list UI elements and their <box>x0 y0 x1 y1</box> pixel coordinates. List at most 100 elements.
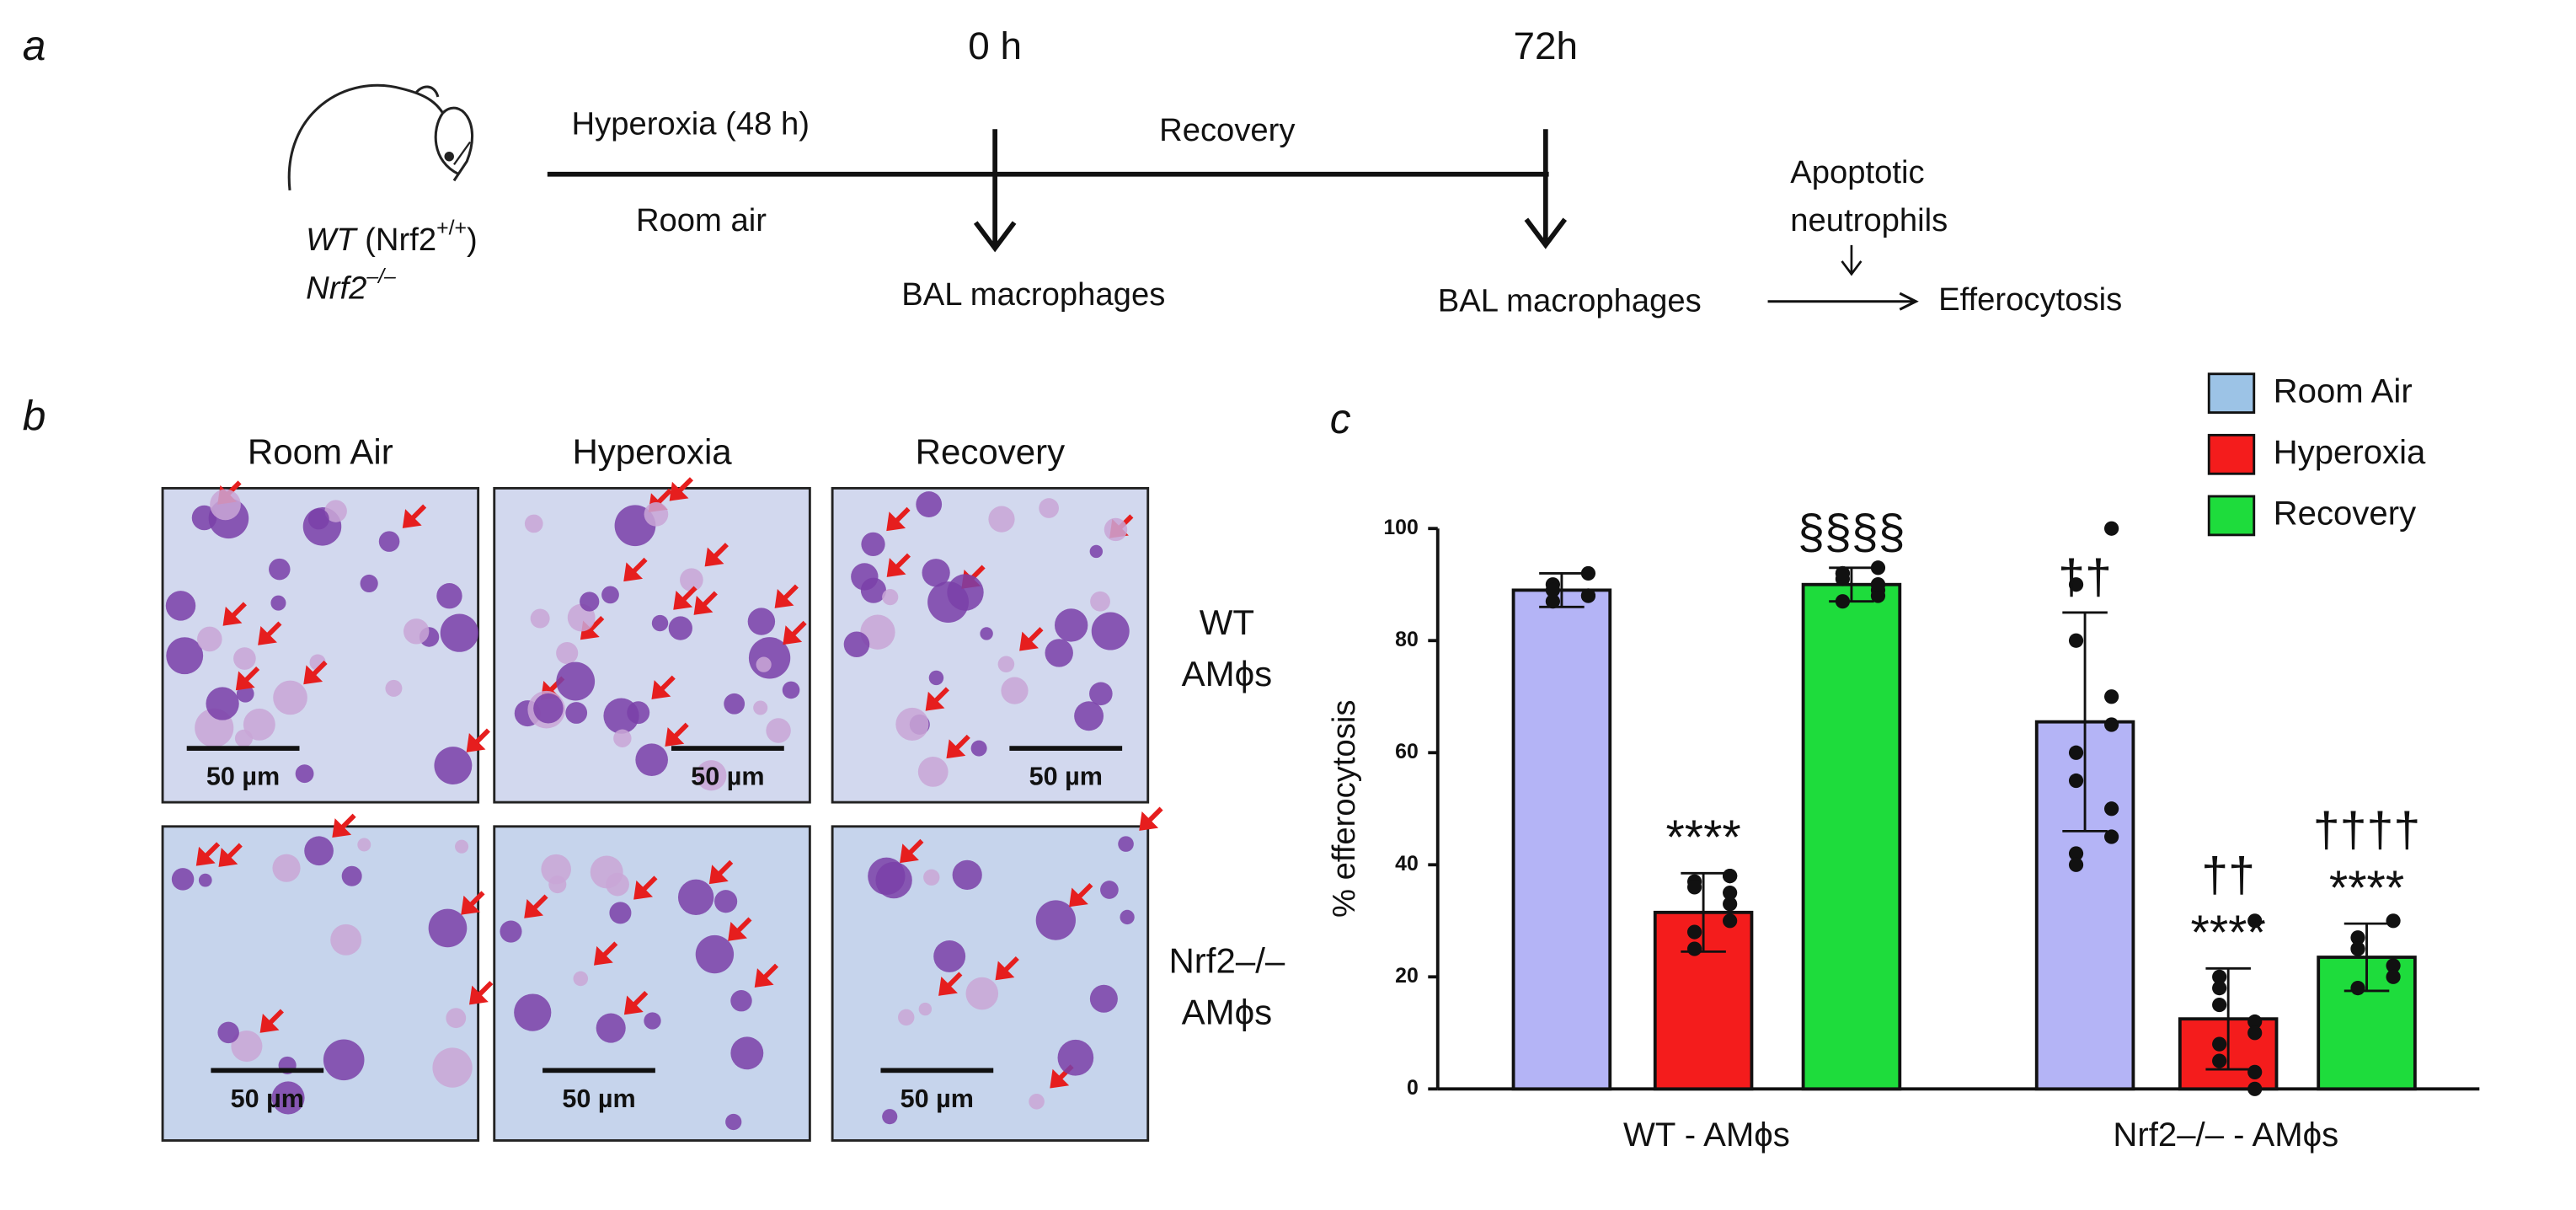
phase: Recovery <box>1159 112 1296 148</box>
cell <box>455 839 469 854</box>
data-point <box>2247 1081 2263 1096</box>
data-point <box>2104 717 2119 732</box>
cell <box>197 626 222 652</box>
cell <box>609 902 632 924</box>
data-point <box>2212 997 2227 1013</box>
red-arrow <box>524 894 548 918</box>
scale-label: 50 µm <box>1029 763 1103 791</box>
red-arrow <box>1069 882 1093 908</box>
cell <box>166 637 204 675</box>
scale-label: 50 µm <box>206 763 280 791</box>
red-arrow <box>946 734 970 759</box>
red-arrow <box>623 990 649 1015</box>
red-arrow <box>402 504 427 528</box>
scale-bar <box>671 746 784 751</box>
cell <box>997 656 1015 673</box>
cell <box>730 1036 764 1070</box>
y-tick-label: 40 <box>1395 853 1419 875</box>
row-label: WT <box>1200 602 1254 642</box>
cell <box>695 934 735 974</box>
red-arrow <box>708 859 734 885</box>
cell <box>330 924 362 956</box>
red-arrow <box>651 675 676 699</box>
cell <box>514 993 552 1031</box>
x-tick-label: WT - AMϕs <box>1623 1116 1790 1154</box>
added-cells: Apoptotic <box>1790 154 1924 190</box>
cell <box>436 583 462 609</box>
red-arrow <box>886 506 911 532</box>
legend-swatch <box>2207 495 2256 537</box>
data-point <box>2212 1053 2227 1068</box>
error-bar <box>2062 611 2108 833</box>
scale-label: 50 µm <box>691 763 764 791</box>
data-point <box>2068 633 2084 648</box>
cell <box>875 861 912 899</box>
red-arrow <box>235 666 260 691</box>
data-point <box>1686 941 1702 956</box>
y-tick-label: 60 <box>1395 741 1419 763</box>
data-point <box>1686 924 1702 940</box>
data-point <box>1835 565 1851 581</box>
cell <box>917 757 949 787</box>
data-point <box>2386 958 2401 973</box>
data-point <box>2104 689 2119 704</box>
significance: §§§§ <box>1798 506 1905 559</box>
red-arrow <box>995 956 1019 981</box>
gene: (Nrf2 <box>356 222 437 258</box>
cell <box>1039 498 1059 518</box>
red-arrow <box>222 602 247 626</box>
y-tick-label: 80 <box>1395 629 1419 651</box>
legend-swatch <box>2207 433 2256 475</box>
assay: Efferocytosis <box>1938 281 2122 318</box>
cell <box>635 743 668 777</box>
x-tick-label: Nrf2–/– - AMϕs <box>2113 1116 2338 1154</box>
red-arrow <box>938 972 963 996</box>
cell <box>360 574 378 593</box>
cell <box>916 491 943 517</box>
red-arrow <box>580 615 605 640</box>
data-point <box>2104 521 2119 536</box>
exposure: Room air <box>636 202 767 238</box>
scale-bar <box>542 1068 655 1073</box>
cell <box>1118 836 1134 852</box>
data-point <box>2247 1025 2263 1041</box>
data-point <box>2350 981 2365 996</box>
red-arrow <box>623 557 648 582</box>
column-title: Hyperoxia <box>572 431 732 471</box>
cell <box>677 879 714 916</box>
cell <box>270 595 286 611</box>
cell <box>651 614 669 632</box>
time-label: 72h <box>1514 24 1579 67</box>
cell <box>601 586 619 604</box>
legend-label: Recovery <box>2274 495 2416 533</box>
cell <box>171 868 195 891</box>
row-label: AMϕs <box>1182 654 1273 693</box>
y-tick-label: 20 <box>1395 965 1419 988</box>
data-point <box>2386 969 2401 984</box>
cell <box>1074 701 1104 731</box>
column-title: Room Air <box>248 431 393 471</box>
bar-chart: 0 20 40 60 80 100 WT - AMϕs Nrf2–/– - AMϕs †† Roo… <box>1383 372 2480 1154</box>
cell <box>295 764 314 784</box>
cell <box>233 647 256 670</box>
cell <box>198 873 212 887</box>
red-arrow <box>783 620 807 645</box>
cell <box>590 855 623 889</box>
data-point <box>2212 1036 2227 1052</box>
legend-label: Room Air <box>2274 372 2413 410</box>
cell <box>861 532 885 557</box>
cell <box>714 890 738 913</box>
red-arrow <box>259 1009 284 1033</box>
data-point <box>2247 1014 2263 1030</box>
red-arrow <box>1139 806 1163 831</box>
mouse-icon <box>287 83 473 191</box>
significance: †† <box>2201 848 2255 902</box>
arrow <box>1841 244 1863 276</box>
genotype: WT <box>306 222 358 258</box>
arrow <box>1524 129 1568 249</box>
data-point <box>2104 801 2119 816</box>
data-point <box>1723 913 1738 929</box>
data-point <box>2212 969 2227 984</box>
cell <box>165 591 196 621</box>
data-point <box>2068 577 2084 592</box>
